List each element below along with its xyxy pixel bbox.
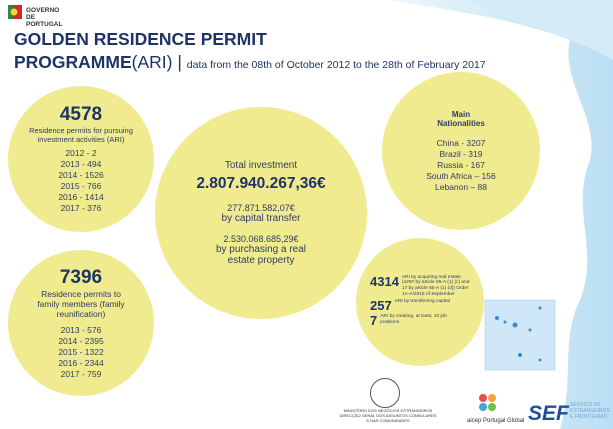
capital-label: by capital transfer [221, 213, 301, 224]
family-year: 2015 - 1322 [58, 346, 104, 357]
nationality: Lebanon – 88 [435, 181, 487, 192]
aicep-logo [479, 394, 496, 411]
nationalities-list: China - 3207 Brazil - 319 Russia - 167 Sout… [426, 138, 495, 193]
nationality: China - 3207 [436, 137, 486, 148]
ministry-logo [370, 378, 400, 408]
nationality: Brazil - 319 [439, 148, 483, 159]
title-line1: GOLDEN RESIDENCE PERMIT [14, 29, 267, 49]
ari-total: 4578 [59, 104, 103, 125]
nationalities-circle: Main Nationalities China - 3207 Brazil - … [382, 72, 540, 230]
nationalities-title: Main Nationalities [437, 109, 485, 128]
aicep-name: aicep Portugal Global [467, 418, 525, 424]
title-bold: PROGRAMME [14, 52, 132, 72]
title-paren: (ARI) [131, 52, 173, 72]
capital-amount: 277.871.582,07€ [227, 203, 295, 213]
ari-type-label: ARI by creating, at least, 10 job positi… [380, 314, 447, 325]
family-year: 2014 - 2395 [58, 335, 104, 346]
ministry-name: MINISTÉRIO DOS NEGÓCIOS ESTRANGEIROS DIR… [339, 408, 437, 423]
ari-label: Residence permits for pursuing investmen… [29, 126, 133, 144]
ari-year: 2016 - 1414 [58, 192, 104, 202]
separator: | [177, 52, 182, 72]
ari-type: 257 ARI by transferring capital [370, 299, 450, 312]
ari-permits-circle: 4578 Residence permits for pursuing inve… [8, 86, 154, 232]
family-year: 2016 - 2344 [58, 357, 104, 368]
ari-year: 2015 - 766 [60, 181, 102, 191]
org-name: GOVERNO DE PORTUGAL [26, 7, 63, 28]
family-permits-circle: 7396 Residence permits to family members… [8, 250, 154, 396]
ari-year: 2017 - 376 [60, 203, 102, 213]
sef-logo: SEF [528, 402, 569, 425]
family-year: 2013 - 576 [60, 324, 102, 335]
ari-year: 2013 - 494 [60, 159, 102, 169]
nationality: South Africa – 156 [426, 170, 496, 181]
nationality: Russia - 167 [437, 159, 485, 170]
ari-type-count: 7 [370, 313, 378, 329]
ari-year: 2014 - 1526 [58, 170, 104, 180]
realestate-label: by purchasing a real estate property [215, 244, 307, 266]
investment-total: 2.807.940.267,36€ [196, 175, 326, 192]
family-total: 7396 [59, 266, 103, 288]
sef-name: SERVIÇO DE ESTRANGEIROS E FRONTEIRAS [570, 402, 610, 420]
ari-type-count: 257 [370, 298, 392, 314]
subtitle: data from the 08th of October 2012 to th… [186, 59, 486, 71]
family-year: 2017 - 759 [60, 368, 102, 379]
ari-type: 7 ARI by creating, at least, 10 job posit… [370, 314, 450, 327]
ari-type-label: ARI by acquiring real estate (4297 by ar… [401, 274, 470, 297]
family-label: Residence permits to family members (fam… [37, 288, 125, 319]
ari-year-list: 2012 - 2 2013 - 494 2014 - 1526 2015 - 766 2… [58, 148, 103, 214]
investment-label: Total investment [224, 160, 298, 171]
ari-type-label: ARI by transferring capital [394, 299, 450, 305]
title-line2: PROGRAMME(ARI) | data from the 08th of O… [14, 52, 486, 73]
realestate-amount: 2.530.068.685,29€ [223, 234, 299, 244]
investment-circle: Total investment 2.807.940.267,36€ 277.8… [155, 107, 367, 319]
ari-year: 2012 - 2 [65, 148, 97, 158]
family-year-list: 2013 - 576 2014 - 2395 2015 - 1322 2016 - 2… [58, 325, 103, 380]
ari-type: 4314 ARI by acquiring real estate (4297 b… [370, 275, 470, 297]
ari-types-circle: 4314 ARI by acquiring real estate (4297 b… [356, 238, 484, 366]
ari-type-count: 4314 [370, 273, 399, 289]
